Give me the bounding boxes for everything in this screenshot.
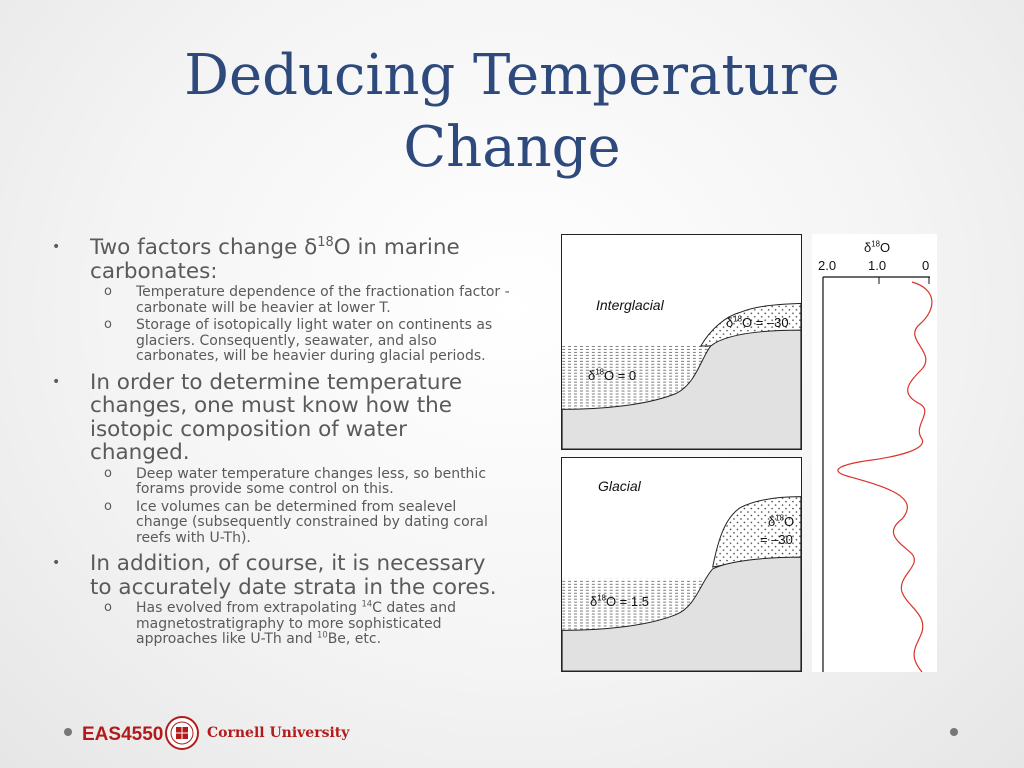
- interglacial-diagram: Interglacial δ18O = –30 δ18O = 0: [561, 234, 802, 450]
- bullet-marker: •: [52, 239, 61, 255]
- interglacial-ice-value: δ18O = –30: [726, 315, 789, 330]
- bullet-2-text: In order to determine temperature change…: [90, 369, 463, 465]
- interglacial-svg: [562, 302, 801, 449]
- bullet-1-sup: 18: [317, 234, 334, 250]
- interglacial-sea-value: δ18O = 0: [588, 368, 636, 383]
- sup-18: 18: [733, 314, 742, 324]
- sub-bullet-2-1: o Deep water temperature changes less, s…: [50, 465, 510, 498]
- bullet-list: • Two factors change δ18O in marine carb…: [50, 236, 510, 650]
- sub-bullet-3-1: o Has evolved from extrapolating 14C dat…: [50, 598, 510, 648]
- sub-bullet-text: Storage of isotopically light water on c…: [136, 317, 493, 364]
- bullet-1-text: Two factors change δ: [90, 235, 318, 260]
- delta-symbol: δ: [768, 514, 776, 529]
- title-line-1: Deducing Temperature: [184, 43, 840, 108]
- sub-bullet-1-1: o Temperature dependence of the fraction…: [50, 284, 510, 316]
- isotope-curve: δ18O 2.0 1.0 0: [812, 234, 937, 672]
- tick-label-0: 0: [922, 258, 930, 273]
- curve-axis-title: δ18O: [864, 240, 890, 255]
- tick-label-1: 1.0: [868, 258, 887, 273]
- sub-marker: o: [104, 600, 112, 615]
- sub-bullet-text-mid: C dates and magnetostratigraphy to more …: [136, 600, 457, 647]
- glacial-diagram: Glacial δ18O = –30 δ18O = 1.5: [561, 457, 802, 672]
- sub-bullet-text: Temperature dependence of the fractionat…: [136, 284, 510, 316]
- glacial-ice-value-line1: δ18O: [768, 514, 794, 529]
- sup-10: 10: [317, 629, 328, 640]
- bullet-marker: •: [52, 555, 61, 571]
- ice-value-text: O: [783, 514, 795, 529]
- course-code: EAS4550: [82, 724, 164, 745]
- tick-label-2: 2.0: [818, 258, 837, 273]
- sup-18: 18: [595, 367, 604, 377]
- delta-symbol: δ: [864, 240, 872, 255]
- sea-value-text: O = 0: [603, 368, 637, 383]
- bullet-3: • In addition, of course, it is necessar…: [50, 552, 510, 599]
- glacial-label: Glacial: [598, 478, 641, 494]
- isotope-line: [837, 281, 933, 672]
- ice-sheet: [699, 302, 801, 347]
- bullet-marker: •: [52, 373, 61, 390]
- ice-sheet: [712, 496, 801, 568]
- sub-bullet-text-end: Be, etc.: [327, 631, 382, 647]
- university-name: Cornell University: [207, 725, 350, 741]
- title-line-2: Change: [403, 115, 621, 180]
- sub-bullet-text: Ice volumes can be determined from seale…: [136, 498, 488, 546]
- bullet-3-text: In addition, of course, it is necessary …: [90, 551, 497, 600]
- sub-bullet-text: Has evolved from extrapolating: [136, 600, 362, 616]
- delta-symbol: δ: [590, 594, 598, 609]
- glacial-svg: [562, 496, 801, 671]
- interglacial-label: Interglacial: [596, 297, 664, 313]
- cornell-seal-icon: [165, 716, 199, 750]
- land-profile: [562, 556, 801, 671]
- footer-dot-left: [64, 728, 72, 736]
- sup-18: 18: [597, 593, 606, 603]
- footer-dot-right: [950, 728, 958, 736]
- slide-title: Deducing Temperature Change: [0, 40, 1024, 184]
- sub-marker: o: [104, 317, 112, 332]
- sup-18: 18: [775, 513, 784, 523]
- axis-title-text: O: [879, 240, 891, 255]
- sub-bullet-1-2: o Storage of isotopically light water on…: [50, 317, 510, 365]
- glacial-sea-value: δ18O = 1.5: [590, 594, 649, 609]
- delta-symbol: δ: [726, 315, 734, 330]
- sub-bullet-text: Deep water temperature changes less, so …: [136, 465, 487, 497]
- sup-18: 18: [871, 239, 880, 249]
- sub-marker: o: [104, 498, 112, 514]
- sub-marker: o: [104, 465, 112, 481]
- bullet-2: • In order to determine temperature chan…: [50, 369, 510, 465]
- curve-svg: [822, 276, 933, 672]
- sub-bullet-2-2: o Ice volumes can be determined from sea…: [50, 498, 510, 547]
- sea-value-text: O = 1.5: [605, 594, 649, 609]
- sup-14: 14: [361, 598, 373, 609]
- glacial-ice-value-line2: = –30: [760, 532, 793, 547]
- sub-marker: o: [104, 284, 112, 299]
- delta-symbol: δ: [588, 368, 596, 383]
- bullet-1: • Two factors change δ18O in marine carb…: [50, 236, 510, 283]
- land-profile: [562, 329, 801, 449]
- bullet-1-text-end: O in marine carbonates:: [90, 235, 460, 284]
- ice-value-text: O = –30: [741, 315, 789, 330]
